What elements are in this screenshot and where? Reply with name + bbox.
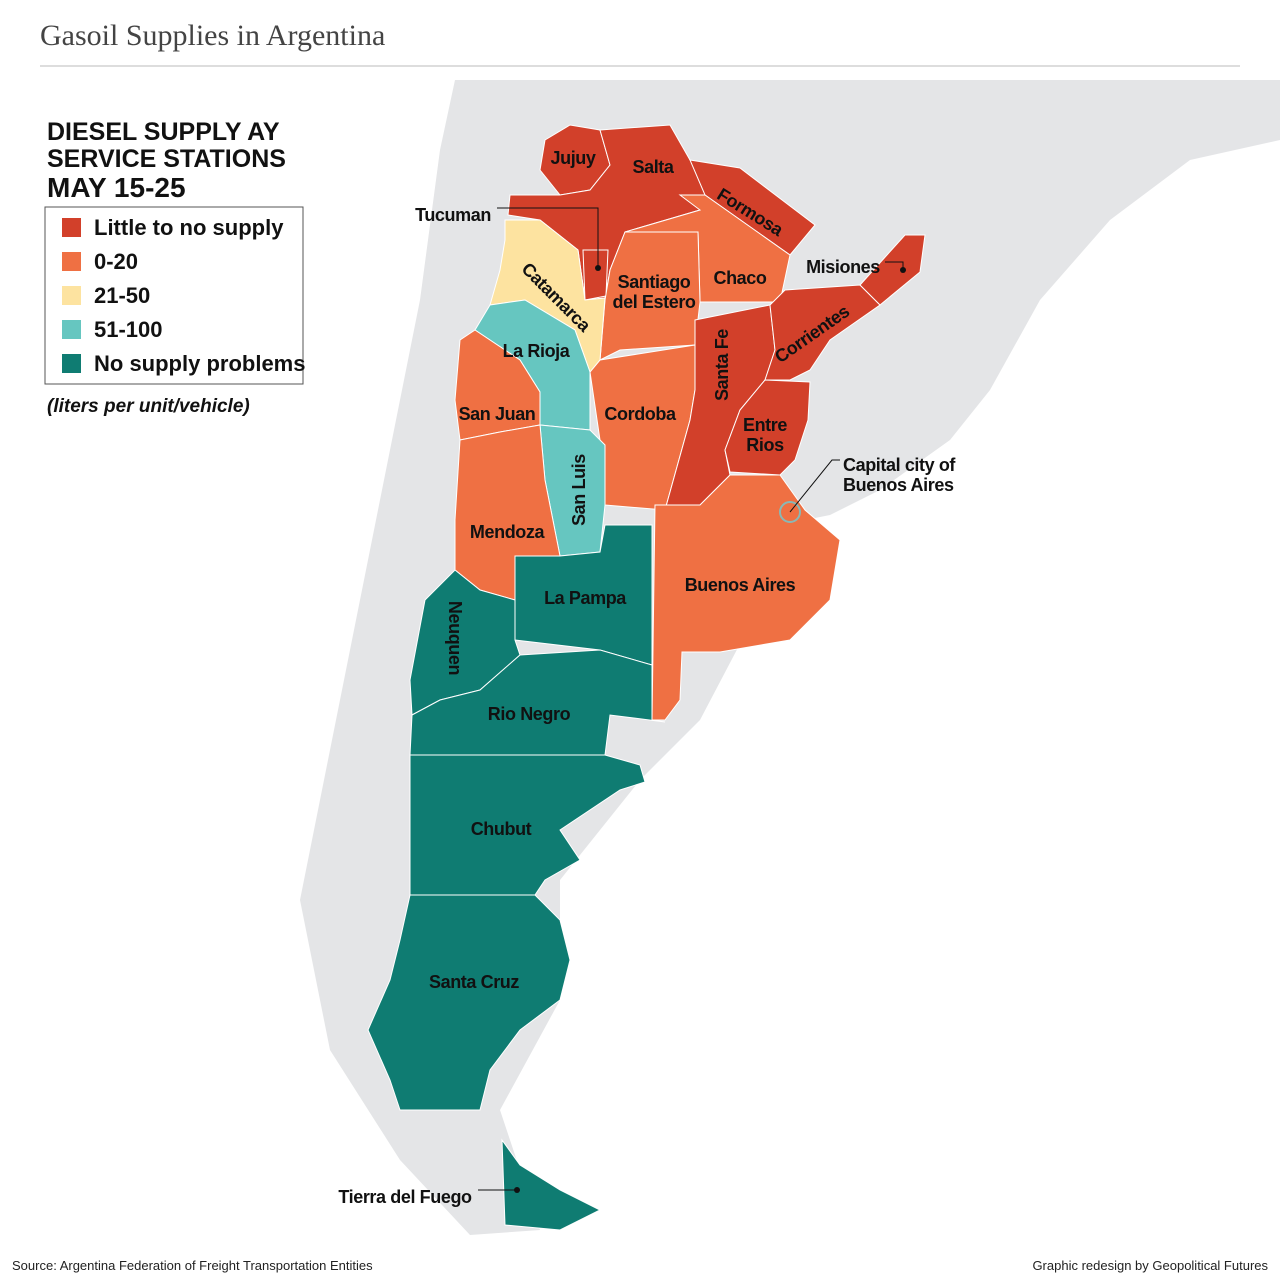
province: [514, 524, 653, 666]
legend-label: 0-20: [94, 249, 138, 274]
province: [501, 1138, 602, 1231]
callout-label: Buenos Aires: [843, 475, 954, 495]
leader-line: [789, 459, 840, 513]
capital-callout: Capital city of Buenos Aires: [779, 455, 957, 523]
province-label: La Pampa: [544, 588, 627, 608]
legend-swatch: [62, 252, 81, 271]
legend-note: (liters per unit/vehicle): [47, 396, 250, 417]
province-label: Buenos Aires: [685, 575, 796, 595]
province: [582, 249, 609, 301]
capital-marker: [779, 501, 801, 523]
province-label: Tucuman: [415, 205, 491, 225]
legend-swatch: [62, 218, 81, 237]
province-label: Jujuy: [550, 148, 595, 168]
legend-title: SERVICE STATIONS: [47, 145, 286, 173]
legend-label: No supply problems: [94, 351, 305, 376]
province: [689, 159, 816, 256]
province: [859, 234, 926, 306]
province-label: Santa Cruz: [429, 972, 519, 992]
legend-label: Little to no supply: [94, 215, 284, 240]
province-label: Neuquen: [445, 601, 465, 675]
province-label: Santa Fe: [712, 329, 732, 401]
legend-swatch: [62, 320, 81, 339]
province-label: Chubut: [471, 819, 532, 839]
source: Source: Argentina Federation of Freight …: [12, 1258, 373, 1273]
credit: Graphic redesign by Geopolitical Futures: [1032, 1258, 1268, 1273]
legend-title: DIESEL SUPPLY AY: [47, 118, 280, 146]
legend-box: [44, 206, 304, 385]
province-label: Cordoba: [604, 404, 677, 424]
legend-label: 21-50: [94, 283, 150, 308]
province-label: Santiago: [618, 272, 691, 292]
legend-label: 51-100: [94, 317, 163, 342]
provinces: [367, 124, 926, 1231]
province-label: Entre: [743, 415, 787, 435]
province-label: del Estero: [612, 292, 695, 312]
legend-title: MAY 15-25: [47, 172, 186, 203]
province-label: Misiones: [806, 257, 880, 277]
legend-swatch: [62, 354, 81, 373]
province: [367, 894, 571, 1111]
province: [764, 284, 881, 381]
province-label: San Luis: [569, 454, 589, 526]
province-label: Rio Negro: [488, 704, 571, 724]
province-label: Mendoza: [470, 522, 546, 542]
leader-line: [497, 207, 599, 268]
province-label: Tierra del Fuego: [338, 1187, 472, 1207]
province-label: Salta: [632, 157, 674, 177]
province: [599, 231, 701, 361]
leader-dot: [900, 267, 906, 273]
legend: DIESEL SUPPLY AY SERVICE STATIONS MAY 15…: [44, 118, 305, 417]
province-label: San Juan: [459, 404, 536, 424]
legend-swatch: [62, 286, 81, 305]
province-label: Chaco: [713, 268, 766, 288]
leader-dot: [514, 1187, 520, 1193]
legend-items: Little to no supply 0-20 21-50 51-100 No sup…: [62, 215, 305, 376]
page-title: Gasoil Supplies in Argentina: [40, 19, 385, 52]
province: [651, 474, 841, 721]
province-label: Rios: [746, 435, 784, 455]
province-label: La Rioja: [503, 341, 571, 361]
leader-dot: [595, 265, 601, 271]
callout-label: Capital city of: [843, 455, 956, 475]
